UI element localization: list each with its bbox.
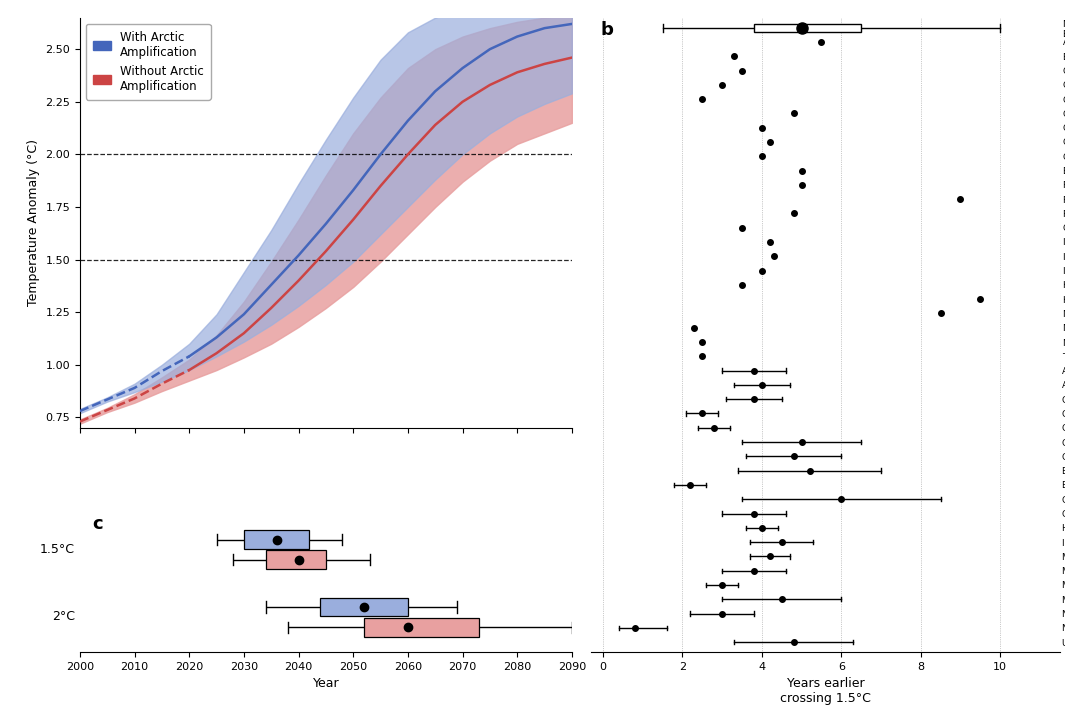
X-axis label: Years earlier
crossing 1.5°C: Years earlier crossing 1.5°C [780, 678, 871, 705]
X-axis label: Year: Year [312, 678, 339, 690]
Y-axis label: Temperature Anomaly (°C): Temperature Anomaly (°C) [27, 140, 39, 306]
Text: a: a [93, 28, 104, 46]
Bar [244, 530, 310, 549]
Bar [754, 24, 862, 32]
Bar [321, 598, 408, 616]
Bar [266, 551, 326, 569]
Bar [364, 618, 479, 637]
Text: b: b [601, 20, 613, 39]
Text: c: c [93, 515, 103, 533]
Legend: With Arctic
Amplification, Without Arctic
Amplification: With Arctic Amplification, Without Arcti… [86, 23, 211, 99]
